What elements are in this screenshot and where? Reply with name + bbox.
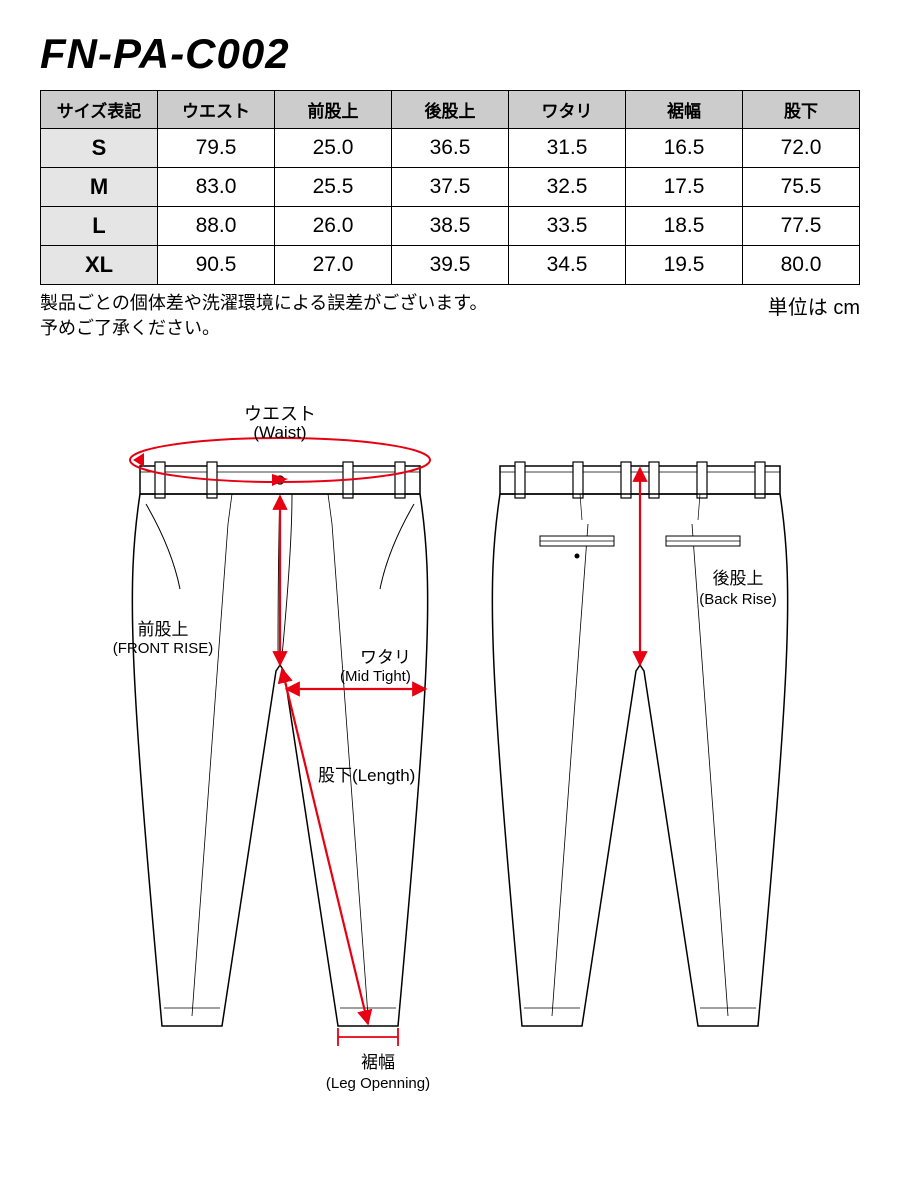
svg-text:(Mid Tight): (Mid Tight) xyxy=(340,668,411,685)
col-inseam: 股下 xyxy=(743,91,860,129)
col-waist: ウエスト xyxy=(158,91,275,129)
svg-text:前股上: 前股上 xyxy=(138,620,189,639)
value-cell: 83.0 xyxy=(158,168,275,207)
product-code: FN-PA-C002 xyxy=(40,30,860,78)
svg-text:(Waist): (Waist) xyxy=(253,423,306,442)
value-cell: 32.5 xyxy=(509,168,626,207)
svg-text:股下(Length): 股下(Length) xyxy=(318,766,415,785)
table-header-row: サイズ表記 ウエスト 前股上 後股上 ワタリ 裾幅 股下 xyxy=(41,91,860,129)
measurement-diagram: ウエスト(Waist) 前股上(FRONT RISE) ワタリ(Mid Tight)… xyxy=(40,371,860,1156)
value-cell: 25.0 xyxy=(275,129,392,168)
svg-text:(Back Rise): (Back Rise) xyxy=(699,591,777,608)
value-cell: 90.5 xyxy=(158,246,275,285)
col-size: サイズ表記 xyxy=(41,91,158,129)
value-cell: 27.0 xyxy=(275,246,392,285)
svg-text:ウエスト: ウエスト xyxy=(244,404,316,424)
value-cell: 72.0 xyxy=(743,129,860,168)
value-cell: 38.5 xyxy=(392,207,509,246)
value-cell: 88.0 xyxy=(158,207,275,246)
value-cell: 33.5 xyxy=(509,207,626,246)
col-thigh: ワタリ xyxy=(509,91,626,129)
value-cell: 19.5 xyxy=(626,246,743,285)
table-row: S79.525.036.531.516.572.0 xyxy=(41,129,860,168)
note-line1: 製品ごとの個体差や洗濯環境による誤差がございます。 xyxy=(40,291,487,316)
svg-text:(FRONT RISE): (FRONT RISE) xyxy=(113,640,214,657)
value-cell: 80.0 xyxy=(743,246,860,285)
value-cell: 75.5 xyxy=(743,168,860,207)
value-cell: 18.5 xyxy=(626,207,743,246)
size-cell: L xyxy=(41,207,158,246)
col-hem: 裾幅 xyxy=(626,91,743,129)
value-cell: 77.5 xyxy=(743,207,860,246)
value-cell: 34.5 xyxy=(509,246,626,285)
svg-text:(Leg Openning): (Leg Openning) xyxy=(326,1075,430,1092)
note-line2: 予めご了承ください。 xyxy=(40,316,487,341)
size-cell: S xyxy=(41,129,158,168)
svg-text:裾幅: 裾幅 xyxy=(361,1053,395,1072)
notes-row: 製品ごとの個体差や洗濯環境による誤差がございます。 予めご了承ください。 単位は… xyxy=(40,291,860,341)
value-cell: 16.5 xyxy=(626,129,743,168)
size-cell: XL xyxy=(41,246,158,285)
size-table: サイズ表記 ウエスト 前股上 後股上 ワタリ 裾幅 股下 S79.525.036… xyxy=(40,90,860,285)
size-cell: M xyxy=(41,168,158,207)
svg-text:ワタリ: ワタリ xyxy=(360,648,411,667)
value-cell: 39.5 xyxy=(392,246,509,285)
unit-label: 単位は cm xyxy=(768,291,860,341)
table-row: XL90.527.039.534.519.580.0 xyxy=(41,246,860,285)
value-cell: 31.5 xyxy=(509,129,626,168)
value-cell: 25.5 xyxy=(275,168,392,207)
table-row: M83.025.537.532.517.575.5 xyxy=(41,168,860,207)
col-frontrise: 前股上 xyxy=(275,91,392,129)
value-cell: 26.0 xyxy=(275,207,392,246)
col-backrise: 後股上 xyxy=(392,91,509,129)
value-cell: 79.5 xyxy=(158,129,275,168)
svg-text:後股上: 後股上 xyxy=(713,569,764,588)
table-row: L88.026.038.533.518.577.5 xyxy=(41,207,860,246)
value-cell: 17.5 xyxy=(626,168,743,207)
value-cell: 36.5 xyxy=(392,129,509,168)
value-cell: 37.5 xyxy=(392,168,509,207)
